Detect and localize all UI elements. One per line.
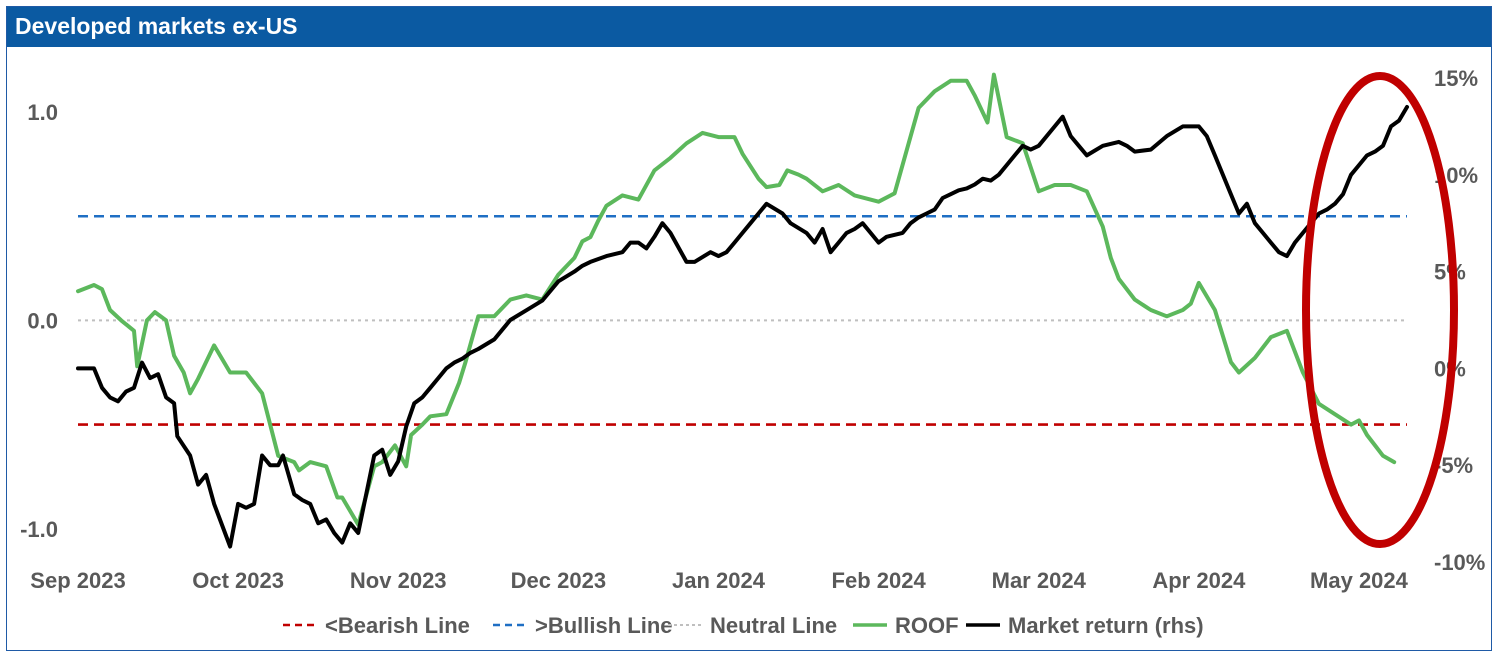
y-right-tick-label: 15% xyxy=(1434,66,1478,91)
x-tick-label: Sep 2023 xyxy=(30,568,125,593)
series-line-market-return xyxy=(76,105,1409,549)
legend-label: >Bullish Line xyxy=(535,613,673,638)
chart-frame: Developed markets ex-US xyxy=(6,6,1492,651)
highlight-ellipse xyxy=(1302,72,1458,548)
chart-title: Developed markets ex-US xyxy=(15,13,298,39)
legend-label: <Bearish Line xyxy=(325,613,470,638)
x-tick-label: Mar 2024 xyxy=(992,568,1087,593)
y-left-tick-label: 1.0 xyxy=(27,100,58,125)
legend-label: Neutral Line xyxy=(710,613,837,638)
legend-label: ROOF xyxy=(895,613,959,638)
y-left-tick-label: -1.0 xyxy=(20,517,58,542)
x-tick-label: Apr 2024 xyxy=(1152,568,1246,593)
y-right-tick-label: -10% xyxy=(1434,550,1485,575)
x-tick-label: Dec 2023 xyxy=(511,568,606,593)
x-tick-label: Nov 2023 xyxy=(350,568,447,593)
x-tick-label: May 2024 xyxy=(1310,568,1409,593)
legend-label: Market return (rhs) xyxy=(1008,613,1204,638)
title-bar: Developed markets ex-US xyxy=(7,7,1491,47)
x-tick-label: Feb 2024 xyxy=(832,568,927,593)
series-line-roof xyxy=(76,72,1397,527)
x-tick-label: Oct 2023 xyxy=(192,568,284,593)
y-left-tick-label: 0.0 xyxy=(27,308,58,333)
x-tick-label: Jan 2024 xyxy=(672,568,766,593)
